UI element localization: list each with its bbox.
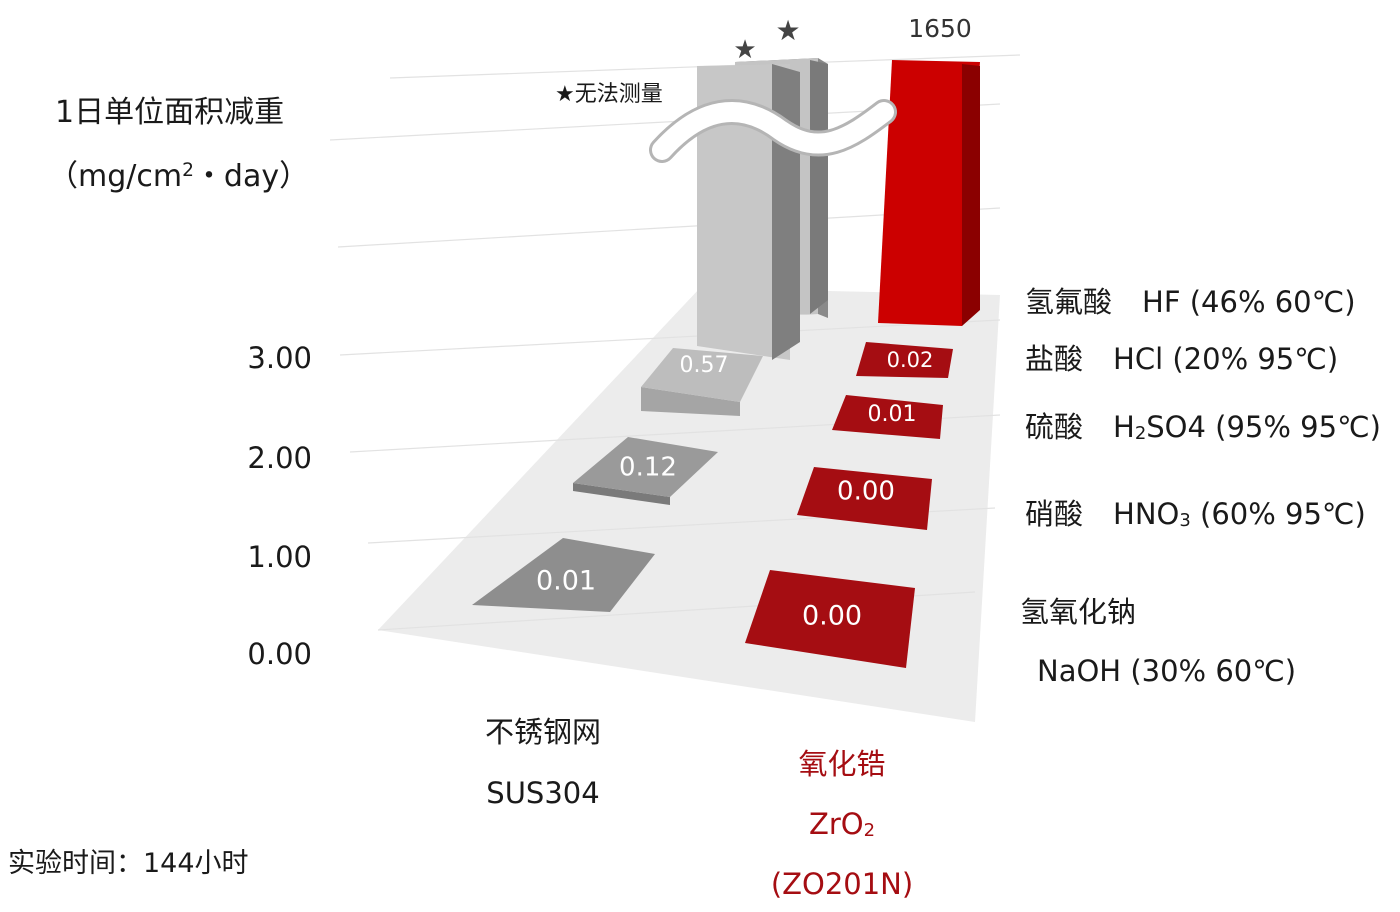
- star-marker-hcl: ★: [733, 35, 756, 65]
- data-label: 0.00: [802, 601, 862, 632]
- data-label: 0.01: [868, 402, 917, 427]
- category-label-h2so4: 硫酸 H2SO4 (95% 95℃): [1025, 410, 1381, 444]
- not-measurable-note: ★无法测量: [555, 82, 663, 107]
- bar-zro2-hf: [878, 60, 980, 326]
- gridline: [339, 319, 1001, 356]
- bar-tile: [573, 437, 718, 497]
- bar-tile: [797, 467, 932, 530]
- data-label: 0.02: [887, 348, 934, 372]
- bar-tile-side: [641, 387, 740, 416]
- experiment-time-footnote: 实验时间：144小时: [8, 848, 249, 879]
- y-tick-label: 1.00: [247, 540, 312, 574]
- material-label-steel-name: 不锈钢网: [484, 715, 601, 749]
- y-tick-label: 2.00: [247, 441, 312, 475]
- data-label: 0.01: [536, 566, 596, 597]
- bar-tile: [832, 395, 943, 439]
- bar-zro2-hf-side: [962, 64, 980, 326]
- bar-tile: [745, 570, 915, 668]
- category-label-naoh-formula: NaOH (30% 60℃): [1037, 654, 1297, 688]
- bar-tile: [856, 342, 953, 378]
- bar-tile-side: [573, 483, 670, 505]
- bar-tile: [641, 348, 763, 402]
- y-axis-title-line2: （mg/cm2・day）: [48, 159, 310, 195]
- category-label-hf: 氢氟酸 HF (46% 60℃): [1025, 285, 1356, 319]
- y-tick-label: 0.00: [247, 637, 312, 671]
- data-label: 0.00: [837, 477, 895, 507]
- material-label-steel-code: SUS304: [486, 776, 600, 810]
- bar-steel-hf-side: [810, 60, 828, 314]
- y-axis-title-line1: 1日单位面积减重: [55, 95, 285, 130]
- bar-tile: [472, 538, 655, 612]
- category-label-naoh-name: 氢氧化钠: [1020, 595, 1137, 629]
- y-tick-label: 3.00: [247, 341, 312, 375]
- material-label-zr-code: ZrO2: [808, 807, 876, 841]
- category-label-hcl: 盐酸 HCl (20% 95℃): [1025, 342, 1339, 376]
- bar-steel-hcl: [697, 64, 790, 360]
- axis-break-fill: [652, 102, 894, 160]
- bar-steel-hcl-side: [772, 64, 800, 360]
- data-label: 0.57: [680, 353, 729, 378]
- category-label-hno3: 硝酸 HNO3 (60% 95℃): [1025, 497, 1366, 531]
- material-label-zr-extra: (ZO201N): [770, 867, 914, 901]
- data-label: 0.12: [619, 453, 677, 483]
- star-marker-hf: ★: [775, 14, 800, 47]
- material-label-zr-name: 氧化锆: [798, 747, 886, 781]
- data-label-1650: 1650: [908, 14, 972, 43]
